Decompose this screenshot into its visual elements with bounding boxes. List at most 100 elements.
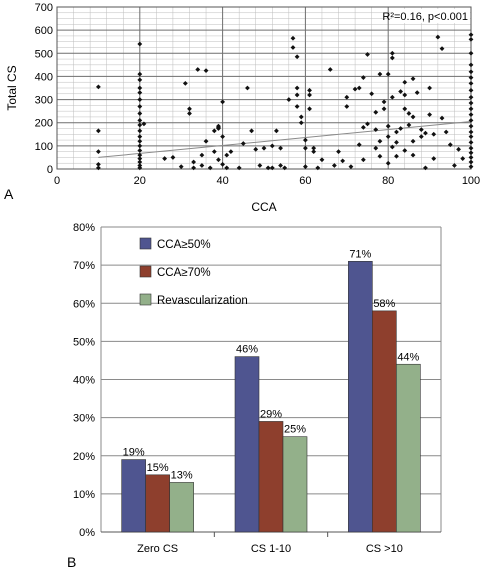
y-tick-label: 200 — [35, 118, 53, 130]
data-point — [137, 143, 143, 149]
data-point — [356, 85, 362, 91]
data-point — [360, 75, 366, 80]
data-point — [414, 90, 420, 96]
data-point — [468, 75, 474, 80]
data-point — [137, 138, 143, 144]
data-point — [431, 131, 437, 137]
data-point — [253, 146, 259, 152]
data-point — [389, 94, 395, 100]
data-point — [220, 134, 225, 139]
legend-swatch — [139, 265, 152, 278]
data-point — [468, 164, 474, 170]
data-point — [427, 85, 432, 91]
data-point — [249, 128, 254, 134]
data-point — [315, 165, 321, 171]
bar — [145, 474, 170, 533]
data-point — [389, 144, 395, 150]
data-point — [377, 71, 383, 77]
legend-label: CCA≥50% — [157, 239, 211, 251]
data-point — [402, 79, 408, 85]
y-tick-label: 0 — [47, 164, 53, 176]
y-tick-label: 600 — [35, 25, 53, 37]
data-point — [303, 164, 308, 170]
data-point — [356, 142, 362, 148]
bar — [282, 436, 308, 533]
data-point — [207, 165, 213, 171]
bar-data-label: 29% — [260, 408, 282, 420]
data-point — [377, 138, 383, 144]
bar — [258, 421, 284, 533]
data-point — [294, 92, 300, 98]
y-tick-label: 100 — [35, 141, 53, 153]
data-point — [443, 129, 449, 135]
data-point — [96, 128, 101, 134]
data-point — [286, 97, 292, 102]
x-tick-label: 100 — [462, 175, 480, 187]
data-point — [394, 139, 399, 145]
bar-chart: 0% 10% 20% 30% 40% 50% 60% 70% 80% Zero CS 19%15%1… — [67, 222, 442, 570]
data-point — [274, 128, 279, 134]
data-point — [137, 118, 143, 123]
data-point — [439, 115, 445, 121]
data-point — [439, 46, 445, 52]
x-category-label: Zero CS — [137, 543, 178, 555]
data-point — [468, 37, 474, 42]
data-point — [377, 153, 383, 159]
data-point — [137, 97, 143, 102]
data-point — [468, 118, 474, 123]
data-point — [406, 122, 412, 128]
data-point — [265, 165, 271, 171]
data-point — [327, 67, 333, 72]
bar-data-label: 15% — [147, 462, 169, 474]
data-point — [162, 156, 168, 161]
data-point — [294, 54, 300, 60]
y-tick-label: 10% — [73, 489, 95, 501]
data-point — [137, 90, 143, 96]
data-point — [468, 80, 474, 86]
data-point — [224, 165, 230, 171]
data-point — [468, 155, 474, 160]
annotation-background — [392, 9, 470, 23]
data-point — [365, 52, 370, 57]
data-point — [294, 104, 300, 109]
data-point — [468, 134, 474, 139]
data-point — [410, 114, 416, 120]
bar-data-label: 25% — [284, 424, 306, 436]
data-point — [406, 111, 412, 116]
data-point — [182, 80, 188, 86]
data-point — [261, 145, 267, 151]
data-point — [431, 156, 437, 161]
data-point — [381, 99, 387, 105]
scatter-chart: 0 20 40 60 80 100 0 100 200 300 400 500 600 700 R²=0.1… — [4, 2, 480, 214]
legend-label: Revascularization — [157, 295, 248, 307]
data-point — [369, 91, 375, 97]
bar — [169, 482, 194, 533]
data-point — [423, 130, 428, 136]
data-point — [398, 89, 404, 94]
data-point — [348, 164, 354, 170]
x-axis-label: CCA — [251, 200, 276, 214]
data-point — [311, 149, 317, 155]
data-point — [224, 152, 230, 158]
y-tick-label: 80% — [73, 222, 95, 234]
data-point — [394, 129, 399, 135]
data-point — [240, 141, 246, 146]
bar — [234, 356, 260, 533]
bar — [348, 261, 373, 533]
data-point — [468, 94, 474, 100]
data-point — [199, 163, 205, 168]
data-point — [402, 148, 408, 153]
data-point — [460, 156, 466, 161]
r-squared-annotation: R²=0.16, p<0.001 — [382, 11, 468, 23]
data-point — [303, 145, 308, 151]
data-point — [468, 112, 474, 118]
data-point — [245, 85, 250, 91]
data-point — [137, 111, 143, 116]
data-point — [389, 55, 395, 61]
data-point — [418, 127, 424, 133]
data-point — [220, 161, 225, 167]
bar-data-label: 19% — [123, 447, 145, 459]
data-point — [96, 84, 101, 90]
x-tick-label: 60 — [299, 175, 311, 187]
data-point — [303, 137, 308, 143]
